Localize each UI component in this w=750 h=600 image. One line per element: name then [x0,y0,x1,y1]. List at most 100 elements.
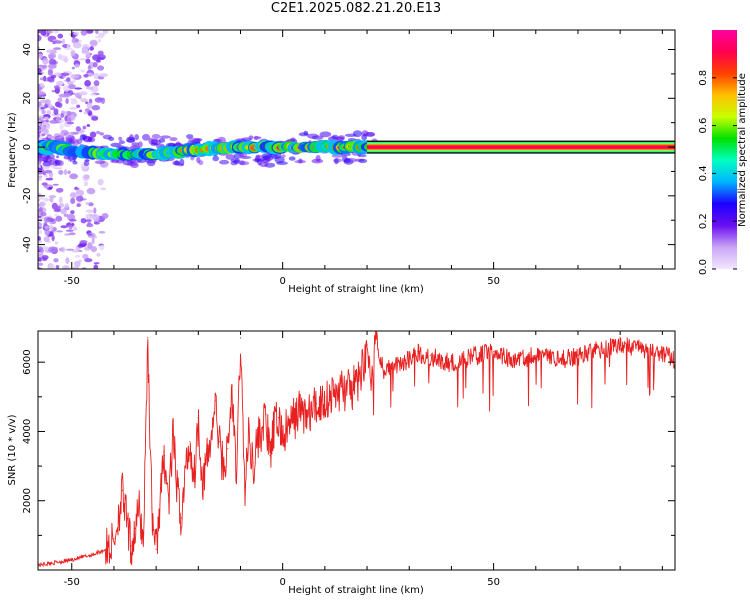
snr-data-point [214,399,216,401]
noise-speckle [59,123,64,131]
snr-y-axis-label: SNR (10 * v/v) [7,414,18,485]
noise-speckle [67,170,71,174]
noise-speckle [65,248,75,251]
noise-speckle [86,102,92,109]
noise-speckle [72,266,80,269]
noise-speckle [38,30,43,34]
noise-speckle [84,108,90,113]
noise-speckle [76,203,81,207]
noise-speckle [73,227,78,231]
band-halo [142,133,150,141]
snr-data-point [307,413,309,415]
snr-panel: -50 0 50 2000 4000 6000 Height of straight li… [7,330,676,596]
noise-speckle [64,131,70,135]
band-halo [358,158,368,164]
snr-data-point [155,548,157,550]
snr-data-point [201,479,204,481]
noise-speckle [74,186,78,189]
colorbar-tick-label: 0.4 [698,165,709,181]
noise-speckle [38,34,42,42]
noise-speckle [53,40,63,44]
noise-speckle [63,213,69,217]
noise-speckle [55,215,63,222]
noise-speckle [38,236,41,241]
noise-speckle [86,223,94,228]
noise-speckle [41,64,48,69]
snr-data-point [218,441,220,443]
noise-speckle [51,234,55,242]
band-halo [160,135,171,139]
noise-speckle [47,217,52,221]
snr-data-point [159,493,161,495]
snr-data-point [197,417,199,419]
noise-speckle [76,104,81,109]
y-tick-label: 6000 [22,349,33,374]
noise-speckle [43,236,50,243]
snr-data-point [185,465,187,467]
snr-data-point [113,538,115,540]
noise-speckle [83,74,89,78]
x-tick-label: 0 [279,276,285,287]
snr-data-point [556,358,558,360]
noise-speckle [97,39,102,43]
band-halo [134,134,139,141]
noise-speckle [38,126,42,131]
band-halo [108,136,115,141]
snr-data-point [429,354,431,356]
noise-speckle [99,73,108,78]
snr-data-point [493,351,495,353]
band-halo [248,135,254,140]
snr-data-point [189,441,191,443]
band-halo [238,161,250,166]
band-halo [254,155,261,162]
noise-speckle [60,208,67,215]
snr-data-point [134,527,136,530]
snr-data-point [619,344,621,346]
band-halo [366,132,375,137]
snr-data-point [450,361,452,363]
noise-speckle [38,108,42,112]
noise-speckle [42,245,49,251]
y-tick-label: -20 [22,188,33,204]
noise-speckle [48,186,53,190]
spectrogram-ticks: -50 0 50 -40 -20 0 20 40 [22,30,675,287]
band-halo [298,132,309,137]
noise-speckle [48,58,57,66]
noise-speckle [64,56,68,63]
noise-speckle [78,40,82,43]
colorbar-tick-label: 0.0 [698,259,709,275]
snr-data-point [244,486,246,488]
noise-speckle [93,264,99,269]
noise-speckle [38,223,41,227]
noise-speckle [53,72,63,77]
noise-speckle [93,235,97,239]
band-halo [94,160,106,164]
noise-speckle [49,224,54,231]
noise-speckle [75,126,81,132]
noise-speckle [49,120,58,124]
noise-speckle [88,202,94,207]
x-tick-label: 0 [279,577,285,588]
noise-speckle [75,255,81,258]
noise-speckle [85,209,94,213]
noise-speckle [85,52,91,58]
noise-speckle [77,244,85,248]
snr-data-point [223,465,225,467]
noise-speckle [80,218,87,224]
band-halo [83,160,90,166]
noise-speckle [44,225,50,229]
band-halo [361,134,368,141]
noise-speckle [43,128,49,135]
band-halo [118,140,125,145]
noise-speckle [76,194,81,197]
noise-speckle [96,57,105,60]
spectrogram-panel: -50 0 50 -40 -20 0 20 40 Height of straight lin… [7,29,676,295]
noise-speckle [40,107,45,110]
band-halo [46,153,55,159]
band-halo [130,162,139,169]
snr-data-point [282,434,284,436]
noise-speckle [53,30,59,34]
band-halo [129,134,134,140]
noise-speckle [82,43,90,50]
band-halo [336,136,345,142]
